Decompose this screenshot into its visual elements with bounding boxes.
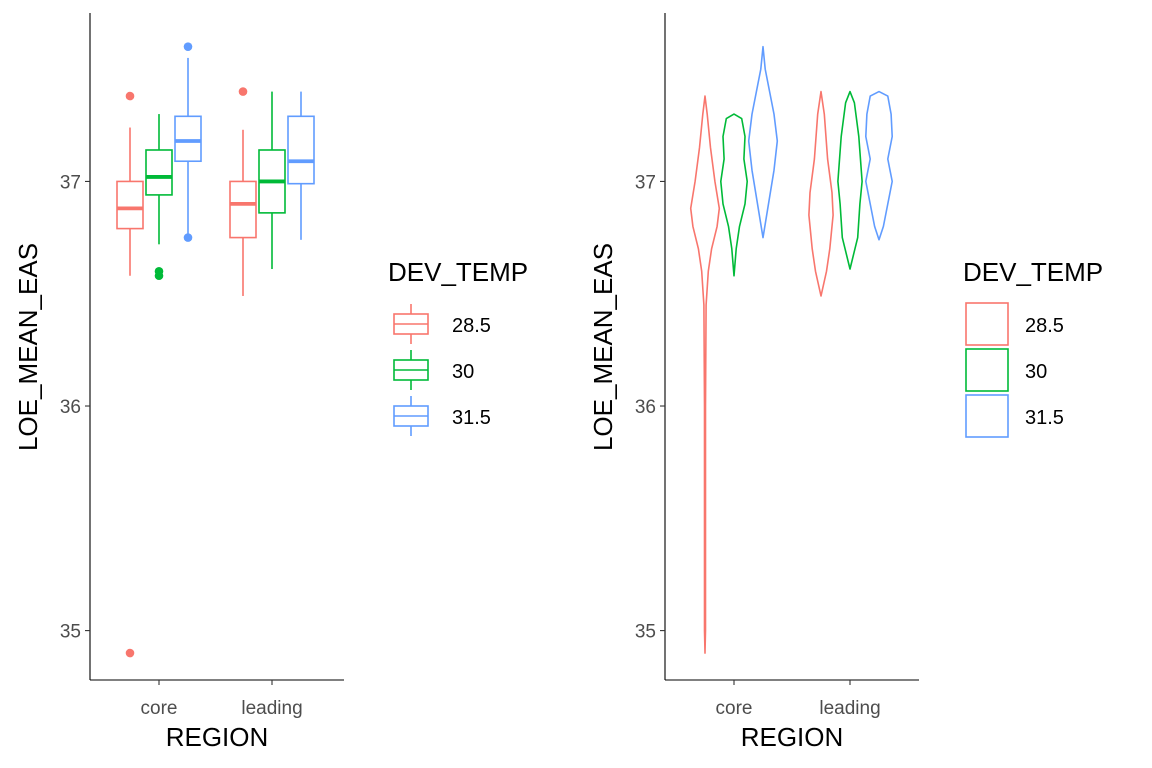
box-31.5-core — [174, 42, 202, 242]
legend-key-swatch — [965, 348, 1009, 392]
outlier-point — [238, 87, 248, 96]
legend-label: 30 — [452, 361, 474, 383]
legend-entry: 30 — [965, 348, 1047, 392]
boxplot-panel: 35 36 37 core leading REGION LOE_MEAN_EAS D… — [13, 13, 528, 752]
violin-28.5-core — [689, 95, 721, 654]
y-tick-label: 36 — [635, 397, 656, 418]
violin-30-core — [720, 113, 748, 277]
iqr-box — [174, 115, 202, 163]
legend-label: 31.5 — [1025, 407, 1064, 429]
legend-title: DEV_TEMP — [388, 257, 528, 287]
y-axis-title: LOE_MEAN_EAS — [13, 243, 43, 451]
y-tick-label: 35 — [60, 622, 81, 643]
y-tick-label: 37 — [635, 172, 656, 193]
outlier-point — [125, 91, 135, 101]
violin-marks — [689, 45, 893, 654]
y-axis-ticks: 35 36 37 — [60, 172, 90, 643]
violin-31.5-leading — [865, 90, 893, 241]
legend: DEV_TEMP 28.5 30 31.5 — [388, 257, 528, 436]
legend-entry: 31.5 — [393, 396, 491, 436]
legend-entry: 31.5 — [965, 394, 1064, 438]
x-tick-label: leading — [819, 698, 880, 719]
y-tick-label: 35 — [635, 622, 656, 643]
legend-entry: 28.5 — [393, 304, 491, 344]
outlier-point — [183, 42, 193, 51]
x-tick-label: core — [141, 698, 178, 719]
legend-entry: 28.5 — [965, 302, 1064, 346]
legend-entries: 28.5 30 31.5 — [965, 302, 1064, 438]
x-tick-label: leading — [241, 698, 302, 719]
y-axis-ticks: 35 36 37 — [635, 172, 665, 643]
outlier-point — [183, 233, 193, 242]
legend-entry: 30 — [393, 350, 474, 390]
box-28.5-leading — [229, 87, 257, 296]
legend: DEV_TEMP 28.5 30 31.5 — [963, 257, 1103, 438]
x-axis-ticks: core leading — [141, 680, 303, 719]
legend-title: DEV_TEMP — [963, 257, 1103, 287]
legend-entries: 28.5 30 31.5 — [393, 304, 491, 436]
legend-label: 28.5 — [1025, 315, 1064, 337]
iqr-box — [145, 149, 173, 196]
y-tick-label: 37 — [60, 172, 81, 193]
outlier-point — [154, 271, 164, 281]
box-30-core — [145, 114, 173, 281]
box-31.5-leading — [287, 91, 315, 240]
legend-label: 28.5 — [452, 315, 491, 337]
legend-key-swatch — [965, 394, 1009, 438]
iqr-box — [287, 115, 315, 185]
violin-30-leading — [837, 90, 863, 270]
legend-label: 31.5 — [452, 407, 491, 429]
legend-key-swatch — [965, 302, 1009, 346]
outlier-point — [125, 648, 135, 658]
x-tick-label: core — [716, 698, 753, 719]
x-axis-ticks: core leading — [716, 680, 881, 719]
violin-panel: 35 36 37 core leading REGION LOE_MEAN_EAS D… — [588, 13, 1103, 752]
y-axis-title: LOE_MEAN_EAS — [588, 243, 618, 451]
iqr-box — [229, 180, 257, 239]
violin-28.5-leading — [808, 90, 834, 297]
iqr-box — [116, 180, 144, 230]
x-axis-title: REGION — [741, 722, 844, 752]
box-28.5-core — [116, 91, 144, 658]
y-tick-label: 36 — [60, 397, 81, 418]
boxplot-marks — [116, 42, 315, 658]
box-30-leading — [258, 91, 286, 270]
legend-label: 30 — [1025, 361, 1047, 383]
x-axis-title: REGION — [166, 722, 269, 752]
violin-31.5-core — [747, 45, 779, 239]
